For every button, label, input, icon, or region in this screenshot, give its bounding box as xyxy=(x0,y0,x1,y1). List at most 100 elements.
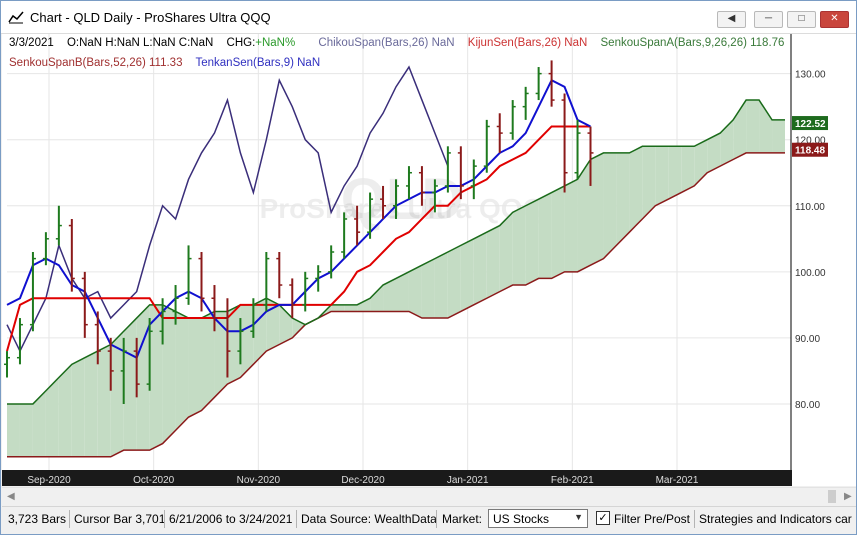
market-select-value: US Stocks xyxy=(493,512,550,526)
price-bars xyxy=(4,60,594,404)
cloud-segment xyxy=(383,278,396,312)
status-cursor: Cursor Bar 3,701 xyxy=(74,512,166,526)
y-tick-label: 130.00 xyxy=(795,70,826,81)
cloud-segment xyxy=(19,403,33,457)
chikou-span-line xyxy=(6,65,449,353)
cloud-segment xyxy=(149,304,163,451)
kijun-sen-line xyxy=(6,125,591,352)
cloud-segment xyxy=(266,298,280,352)
x-tick-label: Sep-2020 xyxy=(27,475,71,486)
cloud-segment xyxy=(357,298,371,312)
y-tick-label: 90.00 xyxy=(795,334,820,345)
tenkan-sen-line xyxy=(6,78,591,360)
scroll-right-icon[interactable]: ▶ xyxy=(844,491,852,502)
legend-date: 3/3/2021 xyxy=(9,37,54,49)
status-separator xyxy=(694,510,695,528)
cloud-segment xyxy=(707,133,721,173)
cloud-segment xyxy=(746,100,760,153)
y-axis-panel xyxy=(791,34,856,470)
x-tick-label: Dec-2020 xyxy=(341,475,385,486)
y-tick-label: 110.00 xyxy=(795,202,825,213)
cloud-segment xyxy=(681,146,695,193)
status-range: 6/21/2006 to 3/24/2021 xyxy=(169,512,293,526)
price-label-text: 118.48 xyxy=(795,146,825,157)
cloud-segment xyxy=(694,139,708,186)
y-tick-label: 120.00 xyxy=(795,136,826,147)
cloud-segment xyxy=(45,377,59,457)
window-title: Chart - QLD Daily - ProShares Ultra QQQ xyxy=(30,10,271,25)
status-separator xyxy=(436,510,437,528)
cloud-segment xyxy=(162,304,176,444)
x-tick-label: Feb-2021 xyxy=(551,475,594,486)
cloud-segment xyxy=(84,351,98,457)
y-axis-ticks: 80.00 90.00 100.00 110.00 120.00 130.00 xyxy=(795,70,826,411)
cloud-segment xyxy=(642,146,656,219)
price-labels: 122.52 118.48 xyxy=(792,116,828,157)
cloud-segment xyxy=(201,311,215,411)
market-label: Market: xyxy=(442,512,483,526)
scroll-left-icon[interactable]: ◀ xyxy=(7,491,15,502)
cloud-segment xyxy=(655,146,669,206)
cloud-segment xyxy=(292,318,306,338)
cloud-segment xyxy=(214,311,228,398)
legend-row-1: 3/3/2021 O:NaN H:NaN L:NaN C:NaN CHG:+Na… xyxy=(9,37,794,49)
cloud-segment xyxy=(123,318,137,451)
market-select[interactable]: US Stocks ▼ xyxy=(488,509,588,528)
cloud-segment xyxy=(590,152,604,266)
cloud-segment xyxy=(473,232,487,305)
x-tick-label: Mar-2021 xyxy=(656,475,699,486)
ichimoku-cloud xyxy=(7,100,785,457)
cloud-segment xyxy=(421,258,435,319)
chart-area[interactable]: QLD ProShares Ultra QQQ 80.00 90.00 100.00… xyxy=(2,34,856,486)
x-tick-label: Oct-2020 xyxy=(133,475,175,486)
horizontal-scrollbar[interactable]: ◀ ▶ xyxy=(2,487,856,506)
cloud-segment xyxy=(499,212,513,292)
price-label-text: 122.52 xyxy=(795,119,826,130)
back-button[interactable]: ◀ xyxy=(717,11,746,28)
close-button[interactable]: ✕ xyxy=(820,11,849,28)
senkou-span-b-line xyxy=(7,152,785,458)
x-axis-panel xyxy=(2,470,792,486)
status-bars: 3,723 Bars xyxy=(8,512,67,526)
chart-icon xyxy=(8,11,24,24)
scroll-thumb[interactable] xyxy=(828,490,836,503)
cloud-segment xyxy=(538,192,552,279)
cloud-segment xyxy=(331,304,345,312)
cloud-segment xyxy=(512,205,526,286)
cloud-segment xyxy=(629,146,643,233)
cloud-segment xyxy=(175,311,189,431)
minimize-button[interactable]: ─ xyxy=(754,11,783,28)
legend-senkou-a: SenkouSpanA(Bars,9,26,26) 118.76 xyxy=(600,37,785,49)
legend-ohlc: O:NaN H:NaN L:NaN C:NaN xyxy=(66,37,214,49)
watermark-name: ProShares Ultra QQQ xyxy=(260,193,545,224)
maximize-button[interactable]: □ xyxy=(787,11,816,28)
cloud-segment xyxy=(460,238,474,312)
price-chart[interactable]: QLD ProShares Ultra QQQ 80.00 90.00 100.00… xyxy=(2,34,856,486)
cloud-segment xyxy=(136,304,150,451)
status-strategies: Strategies and Indicators car xyxy=(699,512,852,526)
cloud-segment xyxy=(759,100,773,153)
chevron-down-icon: ▼ xyxy=(574,512,583,522)
cloud-segment xyxy=(577,159,591,272)
cloud-segment xyxy=(253,298,267,365)
status-separator xyxy=(296,510,297,528)
cloud-segment xyxy=(240,304,254,378)
senkou-span-a-line xyxy=(7,99,785,405)
cloud-segment xyxy=(58,364,72,457)
legend-chikou: ChikouSpan(Bars,26) NaN xyxy=(318,37,455,49)
cloud-segment xyxy=(71,357,85,457)
legend-chg-label: CHG: xyxy=(226,37,256,49)
price-label-box xyxy=(792,116,828,131)
cloud-segment xyxy=(408,265,422,319)
cloud-segment xyxy=(344,304,358,312)
status-separator xyxy=(164,510,165,528)
filter-checkbox[interactable]: ✓ xyxy=(596,511,610,525)
cloud-segment xyxy=(110,331,124,457)
price-label-box xyxy=(792,142,828,157)
x-tick-label: Nov-2020 xyxy=(237,475,281,486)
filter-label: Filter Pre/Post xyxy=(614,512,691,526)
cloud-segment xyxy=(564,179,578,272)
cloud-segment xyxy=(396,271,409,312)
legend-chg-value: +NaN% xyxy=(255,37,296,49)
